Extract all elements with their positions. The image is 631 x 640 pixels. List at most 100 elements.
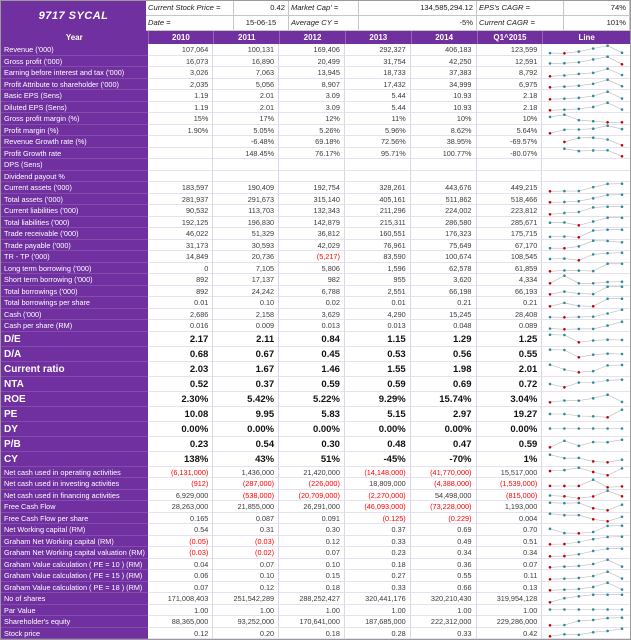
value-cell[interactable]: 175,715: [476, 228, 543, 240]
value-cell[interactable]: 0.55: [476, 346, 543, 362]
value-cell[interactable]: 90,532: [147, 205, 214, 217]
value-cell[interactable]: 10.08: [147, 406, 214, 422]
sparkline-cell[interactable]: [542, 320, 630, 332]
value-cell[interactable]: 229,286,000: [476, 616, 543, 628]
value-cell[interactable]: 0.089: [476, 320, 543, 332]
value-cell[interactable]: 2.18: [476, 101, 543, 113]
value-cell[interactable]: 20,736: [213, 251, 280, 263]
column-header-2014[interactable]: 2014: [410, 31, 477, 44]
sparkline-cell[interactable]: [542, 466, 630, 478]
value-cell[interactable]: 1.25: [476, 331, 543, 347]
value-cell[interactable]: 0.33: [344, 535, 411, 547]
value-cell[interactable]: (4,388,000): [410, 478, 477, 490]
value-cell[interactable]: -70%: [410, 451, 477, 467]
value-cell[interactable]: 0.23: [147, 436, 214, 452]
sparkline-cell[interactable]: [542, 228, 630, 240]
stock-price-label[interactable]: Current Stock Price =: [146, 1, 234, 16]
row-label[interactable]: Total borrowings ('000): [1, 285, 148, 297]
value-cell[interactable]: 0.59: [344, 376, 411, 392]
sparkline-cell[interactable]: [542, 331, 630, 347]
value-cell[interactable]: 46,022: [147, 228, 214, 240]
value-cell[interactable]: 0.54: [147, 524, 214, 536]
value-cell[interactable]: 1.19: [147, 101, 214, 113]
value-cell[interactable]: 222,312,000: [410, 616, 477, 628]
value-cell[interactable]: [213, 159, 280, 171]
sparkline-cell[interactable]: [542, 78, 630, 90]
sparkline-cell[interactable]: [542, 616, 630, 628]
value-cell[interactable]: 0.37: [213, 376, 280, 392]
value-cell[interactable]: 160,551: [344, 228, 411, 240]
row-label[interactable]: Graham Net Working capital (RM): [1, 535, 148, 547]
row-label[interactable]: Earning before interest and tax ('000): [1, 67, 148, 79]
row-label[interactable]: Current liabilities ('000): [1, 205, 148, 217]
value-cell[interactable]: 142,879: [279, 216, 345, 228]
row-label[interactable]: Diluted EPS (Sens): [1, 101, 148, 113]
value-cell[interactable]: 5.42%: [213, 391, 280, 407]
value-cell[interactable]: 2,551: [344, 285, 411, 297]
value-cell[interactable]: 2.11: [213, 331, 280, 347]
value-cell[interactable]: 0.27: [344, 570, 411, 582]
value-cell[interactable]: 1.00: [476, 604, 543, 616]
value-cell[interactable]: 8,907: [279, 78, 345, 90]
value-cell[interactable]: 0.84: [279, 331, 345, 347]
sparkline-cell[interactable]: [542, 297, 630, 309]
value-cell[interactable]: (0.03): [213, 535, 280, 547]
value-cell[interactable]: 42,029: [279, 239, 345, 251]
value-cell[interactable]: 18,809,000: [344, 478, 411, 490]
row-label[interactable]: Cash per share (RM): [1, 320, 148, 332]
value-cell[interactable]: 0.013: [279, 320, 345, 332]
value-cell[interactable]: 17%: [213, 113, 280, 125]
value-cell[interactable]: 1,436,000: [213, 466, 280, 478]
value-cell[interactable]: 449,215: [476, 182, 543, 194]
value-cell[interactable]: 1.00: [147, 604, 214, 616]
value-cell[interactable]: 42,250: [410, 55, 477, 67]
value-cell[interactable]: 0.31: [213, 524, 280, 536]
sparkline-cell[interactable]: [542, 581, 630, 593]
value-cell[interactable]: [279, 170, 345, 182]
value-cell[interactable]: 0.21: [476, 297, 543, 309]
value-cell[interactable]: 169,406: [279, 44, 345, 56]
value-cell[interactable]: 0.56: [410, 346, 477, 362]
value-cell[interactable]: (1,539,000): [476, 478, 543, 490]
value-cell[interactable]: 176,323: [410, 228, 477, 240]
value-cell[interactable]: 75,649: [410, 239, 477, 251]
value-cell[interactable]: 6,788: [279, 285, 345, 297]
value-cell[interactable]: 31,754: [344, 55, 411, 67]
value-cell[interactable]: 0.091: [279, 512, 345, 524]
value-cell[interactable]: 1.46: [279, 361, 345, 377]
value-cell[interactable]: 0.48: [344, 436, 411, 452]
column-header-line[interactable]: Line: [542, 31, 630, 44]
average-cy-label[interactable]: Average CY =: [289, 16, 359, 31]
current-cagr-value[interactable]: 101%: [564, 16, 630, 31]
value-cell[interactable]: 0.00%: [410, 421, 477, 437]
value-cell[interactable]: 24,242: [213, 285, 280, 297]
row-label[interactable]: Profit margin (%): [1, 124, 148, 136]
row-label[interactable]: Net cash used in financing activities: [1, 489, 148, 501]
value-cell[interactable]: 2.18: [476, 90, 543, 102]
value-cell[interactable]: 51%: [279, 451, 345, 467]
sparkline-cell[interactable]: [542, 55, 630, 67]
value-cell[interactable]: (0.02): [213, 547, 280, 559]
value-cell[interactable]: 0.00%: [213, 421, 280, 437]
sparkline-cell[interactable]: [542, 593, 630, 605]
current-cagr-label[interactable]: Current CAGR =: [477, 16, 564, 31]
value-cell[interactable]: 0.048: [410, 320, 477, 332]
sparkline-cell[interactable]: [542, 101, 630, 113]
value-cell[interactable]: 3.09: [279, 101, 345, 113]
value-cell[interactable]: 61,859: [476, 262, 543, 274]
value-cell[interactable]: 21,420,000: [279, 466, 345, 478]
value-cell[interactable]: 0.51: [476, 535, 543, 547]
column-header-2010[interactable]: 2010: [147, 31, 214, 44]
value-cell[interactable]: 0.18: [279, 581, 345, 593]
sparkline-cell[interactable]: [542, 558, 630, 570]
value-cell[interactable]: 982: [279, 274, 345, 286]
value-cell[interactable]: 0.087: [213, 512, 280, 524]
value-cell[interactable]: -6.48%: [213, 136, 280, 148]
sparkline-cell[interactable]: [542, 205, 630, 217]
value-cell[interactable]: 8.62%: [410, 124, 477, 136]
value-cell[interactable]: (0.03): [147, 547, 214, 559]
value-cell[interactable]: 0.04: [147, 558, 214, 570]
value-cell[interactable]: [279, 159, 345, 171]
value-cell[interactable]: 5.05%: [213, 124, 280, 136]
row-label[interactable]: Gross profit margin (%): [1, 113, 148, 125]
